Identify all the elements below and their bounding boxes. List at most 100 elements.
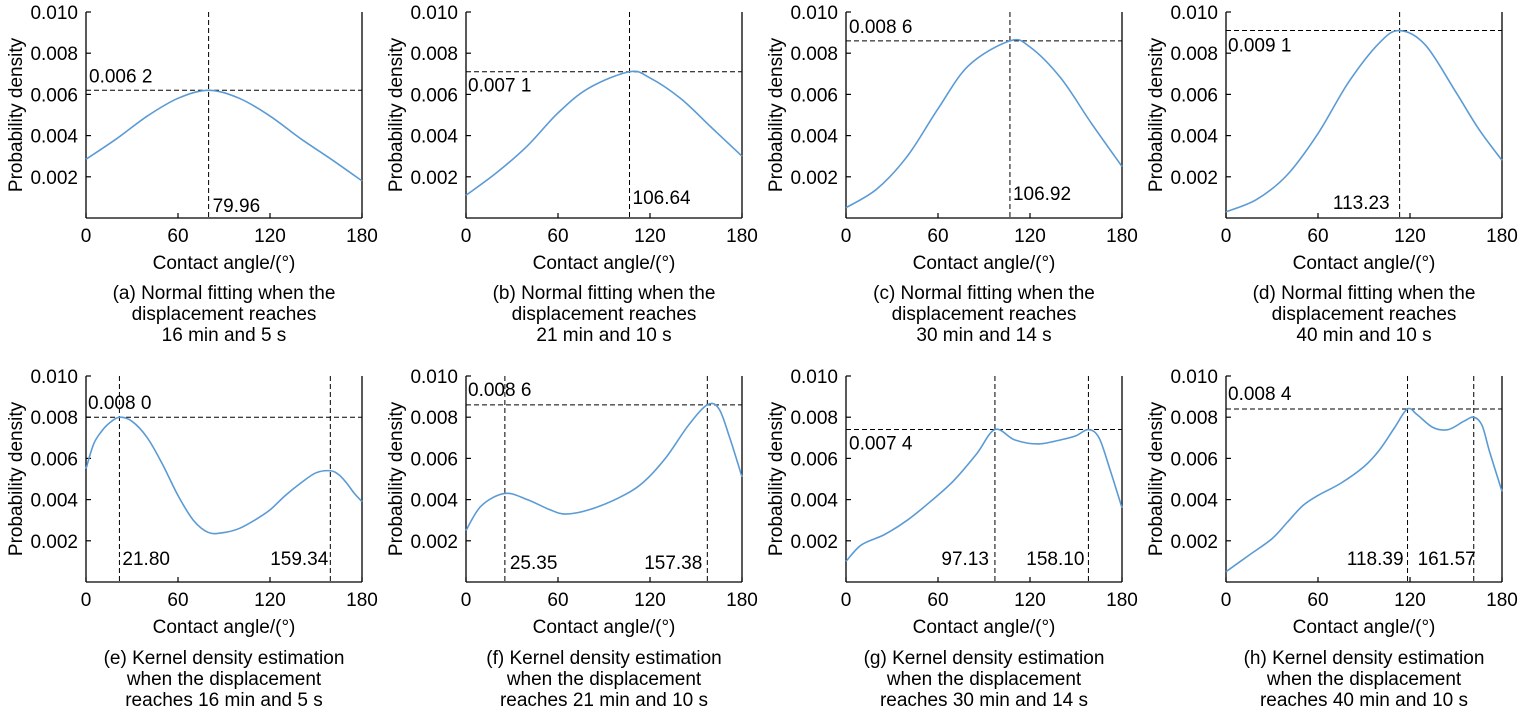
y-tick-label: 0.006: [410, 85, 458, 106]
peak-position-label: 79.96: [213, 196, 261, 217]
density-curve: [85, 416, 363, 535]
peak-value-label: 0.006 2: [89, 66, 152, 87]
caption-line: reaches 21 min and 10 s: [499, 690, 709, 711]
peak-value-label: 0.009 1: [1228, 36, 1291, 57]
x-tick-label: 60: [1307, 226, 1328, 247]
x-axis-title: Contact angle/(°): [1293, 617, 1436, 638]
caption-line: (g) Kernel density estimation: [863, 648, 1105, 669]
y-tick-label: 0.004: [30, 127, 78, 148]
caption-line: displacement reaches: [1271, 304, 1457, 325]
y-tick-label: 0.008: [410, 44, 458, 65]
caption-line: 16 min and 5 s: [161, 325, 287, 346]
peak-position-label: 106.64: [633, 188, 692, 209]
x-tick-label: 60: [927, 226, 948, 247]
x-tick-label: 180: [1106, 590, 1138, 611]
density-curve: [465, 402, 743, 531]
caption-line: when the displacement: [506, 669, 702, 690]
caption-line: when the displacement: [886, 669, 1082, 690]
chart-panel-c: 0 60 120 180 0.002 0.004 0.006 0.008 0.010 Contac…: [766, 3, 1138, 274]
x-tick-label: 180: [1486, 226, 1518, 247]
x-tick-label: 120: [1394, 226, 1426, 247]
x-tick-label: 0: [461, 226, 472, 247]
density-curve: [465, 70, 743, 196]
x-axis-title: Contact angle/(°): [913, 617, 1056, 638]
caption-line: (e) Kernel density estimation: [103, 648, 345, 669]
peak-value-label: 0.007 1: [468, 76, 531, 97]
x-tick-label: 0: [841, 226, 852, 247]
chart-panel-h: 0 60 120 180 0.002 0.004 0.006 0.008 0.010 Contac…: [1146, 367, 1518, 638]
y-tick-label: 0.006: [790, 449, 838, 470]
chart-panel-a: 0 60 120 180 0.002 0.004 0.006 0.008 0.010 Contac…: [6, 3, 378, 274]
y-axis-title: Probability density: [386, 401, 407, 556]
caption-line: reaches 30 min and 14 s: [879, 690, 1089, 711]
chart-panel-b: 0 60 120 180 0.002 0.004 0.006 0.008 0.010 Contac…: [386, 3, 758, 274]
y-tick-label: 0.002: [790, 532, 838, 553]
panel-caption: (f) Kernel density estimation when the di…: [439, 648, 769, 711]
x-tick-label: 180: [1106, 226, 1138, 247]
y-tick-label: 0.008: [410, 408, 458, 429]
x-tick-label: 0: [1221, 590, 1232, 611]
y-axis-title: Probability density: [6, 37, 27, 192]
panel-caption: (b) Normal fitting when the displacement …: [439, 283, 769, 346]
y-tick-label: 0.004: [410, 127, 458, 148]
y-tick-label: 0.006: [1170, 449, 1218, 470]
peak-position-label: 159.34: [270, 549, 329, 570]
caption-line: when the displacement: [1266, 669, 1462, 690]
y-tick-label: 0.002: [410, 532, 458, 553]
x-tick-label: 120: [634, 226, 666, 247]
y-axis-title: Probability density: [766, 401, 787, 556]
y-tick-label: 0.002: [790, 168, 838, 189]
y-axis-title: Probability density: [6, 401, 27, 556]
x-tick-label: 0: [841, 590, 852, 611]
peak-value-label: 0.007 4: [849, 434, 913, 455]
density-curve: [845, 428, 1123, 562]
peak-position-label: 157.38: [644, 553, 702, 574]
peak-value-label: 0.008 4: [1228, 384, 1292, 405]
peak-position-label: 158.10: [1026, 549, 1084, 570]
y-axis-title: Probability density: [1146, 401, 1167, 556]
y-tick-label: 0.010: [790, 367, 838, 388]
caption-line: displacement reaches: [131, 304, 317, 325]
x-axis-title: Contact angle/(°): [533, 253, 676, 274]
x-tick-label: 60: [547, 226, 568, 247]
y-axis-title: Probability density: [766, 37, 787, 192]
x-tick-label: 0: [81, 226, 92, 247]
x-tick-label: 120: [1014, 590, 1046, 611]
y-axis-title: Probability density: [1146, 37, 1167, 192]
panel-caption: (a) Normal fitting when the displacement …: [59, 283, 389, 346]
x-tick-label: 60: [167, 226, 188, 247]
x-tick-label: 180: [726, 226, 758, 247]
x-tick-label: 180: [346, 226, 378, 247]
chart-panel-g: 0 60 120 180 0.002 0.004 0.006 0.008 0.010 Contac…: [766, 367, 1138, 638]
caption-line: (d) Normal fitting when the: [1252, 283, 1476, 304]
caption-line: (h) Kernel density estimation: [1243, 648, 1485, 669]
y-tick-label: 0.004: [790, 127, 838, 148]
y-tick-label: 0.004: [1170, 491, 1218, 512]
caption-line: when the displacement: [126, 669, 322, 690]
y-tick-label: 0.002: [30, 168, 78, 189]
y-tick-label: 0.010: [790, 3, 838, 24]
y-tick-label: 0.010: [30, 367, 78, 388]
peak-value-label: 0.008 6: [849, 17, 912, 38]
x-axis-title: Contact angle/(°): [1293, 253, 1436, 274]
y-tick-label: 0.002: [30, 532, 78, 553]
x-tick-label: 60: [547, 590, 568, 611]
x-tick-label: 120: [1014, 226, 1046, 247]
density-curve: [85, 89, 363, 182]
caption-line: (a) Normal fitting when the: [112, 283, 336, 304]
y-tick-label: 0.006: [790, 85, 838, 106]
caption-line: 30 min and 14 s: [916, 325, 1052, 346]
y-tick-label: 0.004: [1170, 127, 1218, 148]
peak-position-label: 25.35: [510, 553, 558, 574]
y-tick-label: 0.010: [410, 367, 458, 388]
panel-caption: (c) Normal fitting when the displacement …: [819, 283, 1149, 346]
panel-caption: (e) Kernel density estimation when the di…: [59, 648, 389, 711]
y-tick-label: 0.010: [1170, 3, 1218, 24]
y-tick-label: 0.010: [410, 3, 458, 24]
x-tick-label: 120: [254, 226, 286, 247]
peak-position-label: 113.23: [1333, 193, 1390, 214]
caption-line: (f) Kernel density estimation: [486, 648, 722, 669]
y-tick-label: 0.004: [410, 491, 458, 512]
panel-caption: (d) Normal fitting when the displacement …: [1199, 283, 1519, 346]
